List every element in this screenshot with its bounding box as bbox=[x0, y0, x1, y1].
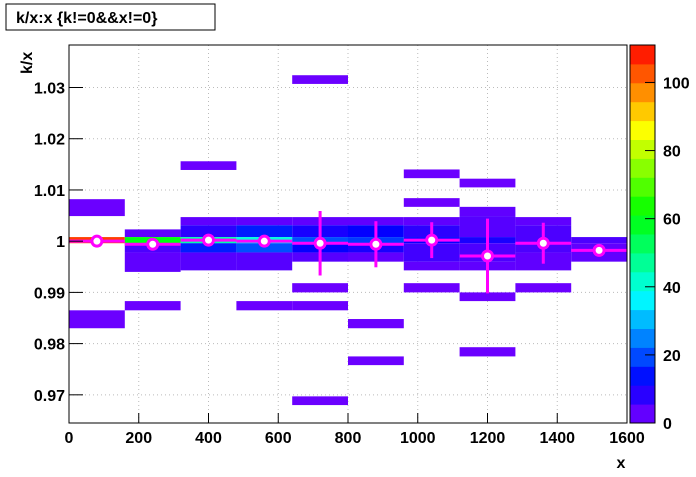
cell bbox=[292, 396, 348, 406]
cell bbox=[180, 252, 237, 271]
z-tick-label: 40 bbox=[663, 280, 681, 297]
cell bbox=[403, 217, 460, 226]
colorbar-band bbox=[630, 177, 655, 197]
colorbar-band bbox=[630, 139, 655, 159]
cell bbox=[571, 237, 627, 244]
cell bbox=[459, 178, 516, 188]
cell bbox=[69, 199, 125, 217]
cell bbox=[180, 217, 237, 226]
colorbar-band bbox=[630, 309, 655, 329]
profile-point bbox=[592, 243, 606, 257]
cell bbox=[459, 347, 516, 357]
cell bbox=[403, 261, 460, 271]
cell bbox=[292, 283, 348, 293]
cell bbox=[403, 198, 460, 207]
x-tick-label: 400 bbox=[195, 430, 222, 447]
x-tick-label: 1400 bbox=[539, 430, 575, 447]
cell bbox=[236, 252, 293, 271]
y-tick-label: 1.02 bbox=[34, 132, 65, 149]
z-tick-label: 80 bbox=[663, 144, 681, 161]
profile-point bbox=[90, 234, 104, 248]
y-tick-label: 1.03 bbox=[34, 81, 65, 98]
chart-title: k/x:x {k!=0&&x!=0} bbox=[16, 10, 157, 27]
colorbar-band bbox=[630, 328, 655, 348]
z-tick-label: 0 bbox=[663, 416, 672, 433]
profile-point bbox=[146, 237, 160, 251]
profile-point bbox=[313, 236, 327, 250]
x-tick-label: 1600 bbox=[609, 430, 645, 447]
colorbar-band bbox=[630, 404, 655, 424]
cell bbox=[180, 243, 237, 253]
y-tick-label: 0.99 bbox=[34, 285, 65, 302]
y-tick-label: 1.01 bbox=[34, 183, 65, 200]
x-tick-label: 800 bbox=[335, 430, 362, 447]
colorbar-band bbox=[630, 347, 655, 367]
cell bbox=[180, 161, 237, 170]
y-tick-label: 1 bbox=[56, 234, 65, 251]
profile-point bbox=[257, 234, 271, 248]
y-tick-label: 0.98 bbox=[34, 337, 65, 354]
profile-point bbox=[536, 236, 550, 250]
colorbar-band bbox=[630, 290, 655, 311]
title-box bbox=[5, 3, 216, 31]
cell bbox=[515, 217, 572, 226]
x-tick-label: 200 bbox=[125, 430, 152, 447]
cell bbox=[236, 225, 293, 238]
cell bbox=[403, 283, 460, 293]
x-axis-title: x bbox=[617, 455, 626, 472]
colorbar-band bbox=[630, 196, 655, 216]
x-tick-label: 1200 bbox=[470, 430, 506, 447]
colorbar-band bbox=[630, 82, 655, 103]
x-tick-label: 600 bbox=[265, 430, 292, 447]
cell bbox=[124, 301, 181, 311]
z-tick-label: 100 bbox=[663, 75, 690, 92]
colorbar-band bbox=[630, 120, 655, 140]
colorbar-band bbox=[630, 271, 655, 292]
profile-point bbox=[481, 249, 494, 263]
colorbar-band bbox=[630, 385, 655, 405]
plot-frame bbox=[68, 44, 628, 424]
cell bbox=[236, 243, 293, 253]
cell bbox=[180, 225, 237, 238]
cell bbox=[292, 301, 348, 311]
colorbar-band bbox=[630, 252, 655, 273]
cell bbox=[124, 229, 181, 238]
profile-point bbox=[425, 233, 439, 247]
colorbar-band bbox=[630, 215, 655, 235]
cell bbox=[515, 283, 572, 293]
cell bbox=[348, 319, 404, 329]
y-tick-label: 0.97 bbox=[34, 388, 65, 405]
cell bbox=[292, 75, 348, 84]
x-tick-label: 0 bbox=[65, 430, 74, 447]
colorbar-band bbox=[630, 45, 655, 65]
cell bbox=[69, 310, 125, 329]
cell bbox=[348, 356, 404, 366]
cell bbox=[459, 206, 516, 217]
cell bbox=[124, 252, 181, 272]
z-tick-label: 20 bbox=[663, 348, 681, 365]
profile-point bbox=[202, 233, 215, 247]
z-tick-label: 60 bbox=[663, 212, 681, 229]
x-tick-label: 1000 bbox=[400, 430, 436, 447]
cell bbox=[403, 169, 460, 179]
cell bbox=[236, 301, 293, 311]
colorbar-frame bbox=[629, 44, 656, 424]
cell bbox=[236, 217, 293, 226]
colorbar-band bbox=[630, 234, 655, 254]
colorbar-band bbox=[630, 158, 655, 178]
cell bbox=[459, 292, 516, 302]
colorbar-band bbox=[630, 63, 655, 84]
y-axis-title: k/x bbox=[19, 52, 36, 74]
colorbar-band bbox=[630, 366, 655, 386]
colorbar-band bbox=[630, 101, 655, 122]
profile-point bbox=[369, 237, 383, 251]
